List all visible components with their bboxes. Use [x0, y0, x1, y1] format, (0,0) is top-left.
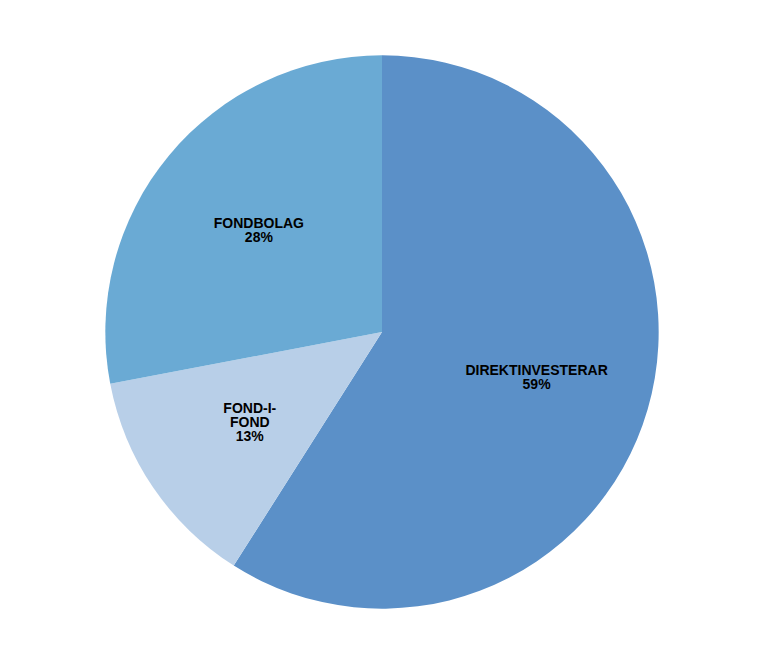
svg-text:FONDBOLAG28%: FONDBOLAG28% [214, 215, 304, 245]
svg-text:DIREKTINVESTERAR59%: DIREKTINVESTERAR59% [465, 362, 607, 392]
svg-text:FOND-I-FOND13%: FOND-I-FOND13% [223, 400, 276, 444]
